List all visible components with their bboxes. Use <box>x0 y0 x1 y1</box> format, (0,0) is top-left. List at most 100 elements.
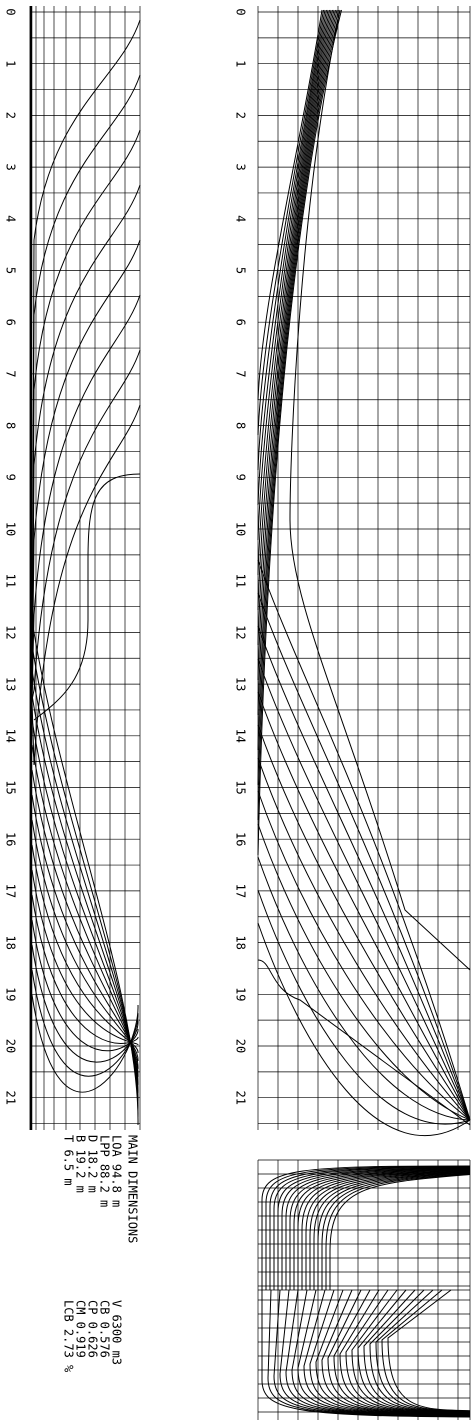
section <box>293 1169 471 1290</box>
buttock <box>257 922 471 1136</box>
station-label: 10 <box>234 522 248 536</box>
waterline <box>31 719 139 1094</box>
section <box>285 1168 471 1290</box>
station-label: 11 <box>234 573 248 587</box>
waterline <box>31 184 141 701</box>
waterline <box>31 619 139 1126</box>
dimension-row: LOA 94.8 m <box>110 1135 124 1207</box>
station-label: 7 <box>4 370 18 377</box>
station-label: 20 <box>234 1039 248 1053</box>
section <box>301 1170 471 1290</box>
buttock <box>257 691 471 1121</box>
waterline <box>31 19 141 701</box>
dimension-row: CM 0.919 <box>74 1300 88 1358</box>
section <box>281 1168 471 1290</box>
buttock <box>257 9 323 401</box>
waterline <box>31 894 139 1044</box>
plan-view-grid <box>29 6 141 1130</box>
station-label: 1 <box>234 60 248 67</box>
buttock <box>257 9 332 611</box>
station-label: 0 <box>234 8 248 15</box>
waterline <box>31 694 139 1102</box>
section <box>309 1171 471 1290</box>
hull-lines <box>31 9 471 1418</box>
station-label: 17 <box>234 884 248 898</box>
buttock <box>257 823 471 1121</box>
station-label: 18 <box>234 935 248 949</box>
section <box>357 1289 471 1413</box>
station-label: 2 <box>4 112 18 119</box>
station-label: 18 <box>4 935 18 949</box>
section <box>317 1172 471 1290</box>
buttock <box>257 9 330 576</box>
section <box>315 1289 471 1415</box>
waterline <box>31 919 139 1052</box>
station-label: 20 <box>4 1039 18 1053</box>
station-label: 5 <box>4 267 18 274</box>
section <box>327 1289 471 1415</box>
section <box>273 1167 471 1290</box>
waterline <box>31 844 139 1054</box>
station-label: 11 <box>4 573 18 587</box>
dimension-row: LPP 88.2 m <box>98 1135 112 1207</box>
dimension-row: D 18.2 m <box>86 1135 100 1193</box>
waterline <box>31 769 139 1078</box>
dimension-row: T 6.5 m <box>62 1135 76 1186</box>
buttock <box>257 9 342 856</box>
waterline <box>31 994 139 1093</box>
station-label: 5 <box>234 267 248 274</box>
station-label: 15 <box>4 780 18 794</box>
waterline <box>31 294 141 701</box>
waterline <box>31 819 139 1062</box>
station-label: 4 <box>234 215 248 222</box>
dimension-row: CB 0.576 <box>98 1300 112 1358</box>
section <box>291 1289 471 1416</box>
section <box>297 1289 471 1416</box>
buttock <box>257 9 336 716</box>
station-label: 16 <box>4 832 18 846</box>
section <box>329 1174 471 1290</box>
buttock <box>257 9 333 646</box>
dimension-row: LCB 2.73 % <box>62 1300 76 1373</box>
section <box>321 1289 471 1415</box>
waterline <box>31 404 141 766</box>
station-label: 19 <box>4 987 18 1001</box>
section <box>265 1166 471 1290</box>
buttock <box>257 9 339 786</box>
station-label: 13 <box>234 677 248 691</box>
station-label: 2 <box>234 112 248 119</box>
station-label: 16 <box>234 832 248 846</box>
section <box>289 1169 471 1290</box>
section <box>363 1289 471 1413</box>
waterline <box>31 239 141 701</box>
station-label: 15 <box>234 780 248 794</box>
station-label: 21 <box>4 1090 18 1104</box>
waterline <box>31 129 141 701</box>
buttock <box>257 856 471 1121</box>
buttock <box>257 625 471 1121</box>
station-label: 6 <box>234 319 248 326</box>
station-label: 3 <box>4 163 18 170</box>
buttock <box>257 9 329 541</box>
station-label: 12 <box>4 625 18 639</box>
section <box>321 1173 471 1290</box>
station-label: 3 <box>234 163 248 170</box>
station-label: 1 <box>4 60 18 67</box>
buttock <box>257 959 471 1126</box>
section <box>387 1289 471 1412</box>
station-label: 10 <box>4 522 18 536</box>
section <box>277 1167 471 1290</box>
dimension-row: V 6300 m3 <box>110 1300 124 1365</box>
buttock <box>257 658 471 1121</box>
station-label: 19 <box>234 987 248 1001</box>
buttock <box>257 9 324 436</box>
section <box>375 1289 471 1412</box>
station-label: 9 <box>4 474 18 481</box>
dimension-row: CP 0.626 <box>86 1300 100 1358</box>
buttock <box>257 559 471 1121</box>
buttock <box>257 9 326 471</box>
station-label: 8 <box>4 422 18 429</box>
buttock <box>257 592 471 1121</box>
